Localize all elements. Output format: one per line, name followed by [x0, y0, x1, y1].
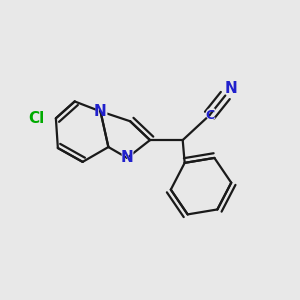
- Text: C: C: [204, 108, 215, 123]
- Text: N: N: [120, 149, 135, 167]
- Text: C: C: [205, 109, 214, 122]
- Text: Cl: Cl: [26, 109, 46, 127]
- Text: N: N: [94, 104, 107, 119]
- Text: N: N: [121, 150, 134, 165]
- Text: Cl: Cl: [28, 111, 44, 126]
- Text: N: N: [225, 81, 238, 96]
- Text: N: N: [224, 80, 239, 98]
- Text: N: N: [93, 102, 108, 120]
